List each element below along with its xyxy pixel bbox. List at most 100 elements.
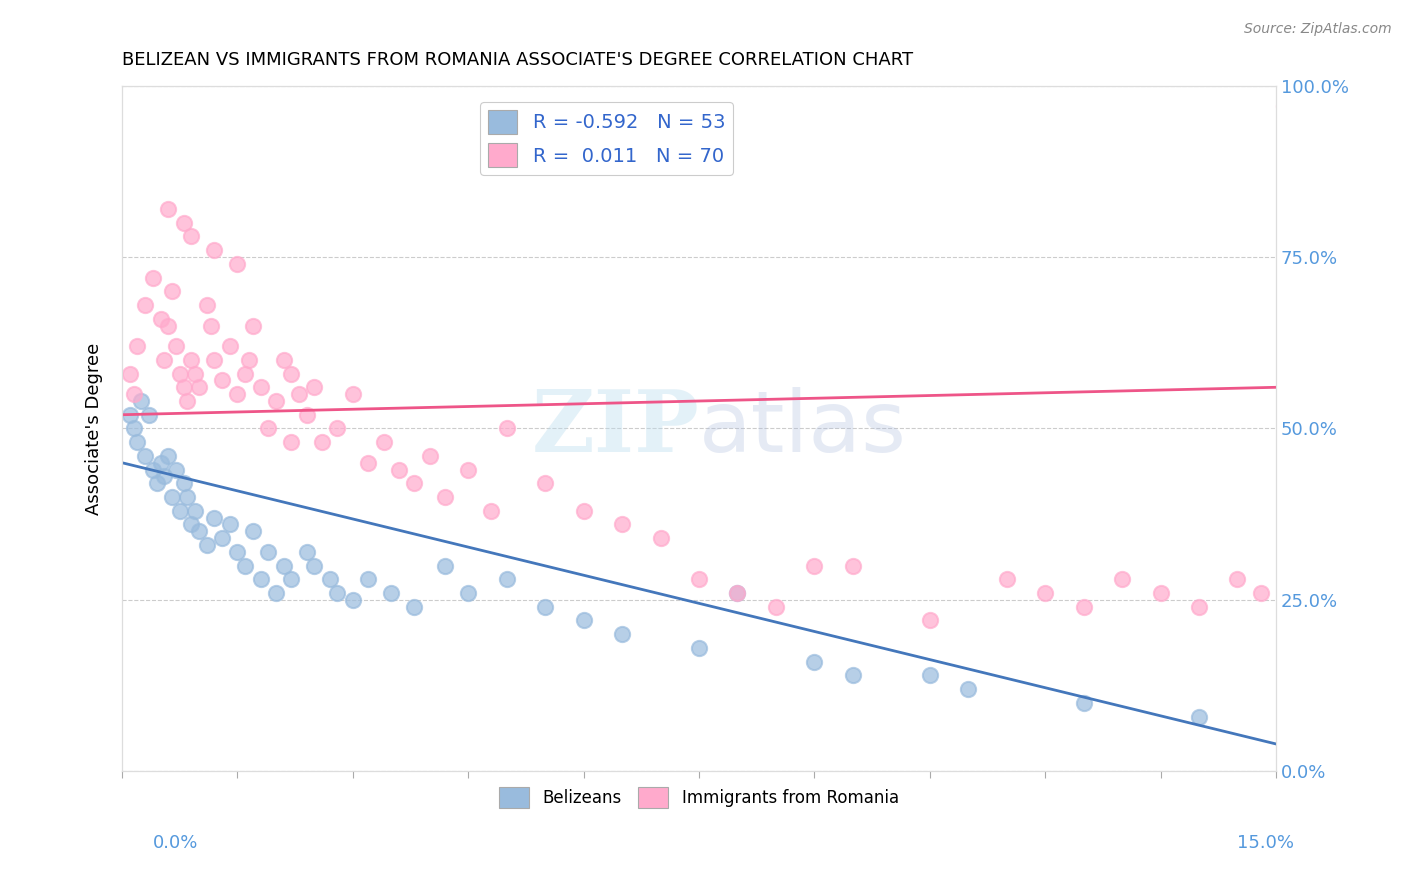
Point xyxy=(918,614,941,628)
Point xyxy=(1073,696,1095,710)
Y-axis label: Associate's Degree: Associate's Degree xyxy=(86,343,103,515)
Point xyxy=(184,367,207,381)
Point xyxy=(173,476,195,491)
Point xyxy=(257,545,280,559)
Point xyxy=(572,504,595,518)
Point xyxy=(727,586,749,600)
Point xyxy=(688,640,710,655)
Text: 15.0%: 15.0% xyxy=(1237,834,1294,852)
Point xyxy=(295,408,318,422)
Point xyxy=(202,510,225,524)
Point xyxy=(173,380,195,394)
Text: ZIP: ZIP xyxy=(531,386,699,470)
Point xyxy=(1272,99,1295,113)
Point xyxy=(342,387,364,401)
Point xyxy=(145,476,167,491)
Point xyxy=(165,339,187,353)
Point xyxy=(157,318,180,333)
Point xyxy=(129,394,152,409)
Point xyxy=(238,352,260,367)
Point xyxy=(233,367,256,381)
Point xyxy=(122,387,145,401)
Text: BELIZEAN VS IMMIGRANTS FROM ROMANIA ASSOCIATE'S DEGREE CORRELATION CHART: BELIZEAN VS IMMIGRANTS FROM ROMANIA ASSO… xyxy=(122,51,912,69)
Point xyxy=(184,504,207,518)
Point xyxy=(211,373,233,387)
Point xyxy=(202,352,225,367)
Point xyxy=(160,285,183,299)
Point xyxy=(610,517,633,532)
Point xyxy=(457,586,479,600)
Point xyxy=(434,558,457,573)
Point xyxy=(280,367,302,381)
Point xyxy=(242,524,264,539)
Point xyxy=(149,311,172,326)
Point xyxy=(249,572,271,586)
Point xyxy=(727,586,749,600)
Point xyxy=(176,394,198,409)
Point xyxy=(572,614,595,628)
Point xyxy=(160,490,183,504)
Point xyxy=(211,531,233,545)
Point xyxy=(195,538,218,552)
Point xyxy=(188,524,211,539)
Point xyxy=(650,531,672,545)
Point xyxy=(311,435,333,450)
Point xyxy=(373,435,395,450)
Point xyxy=(1111,572,1133,586)
Point xyxy=(127,339,149,353)
Point xyxy=(404,476,426,491)
Point xyxy=(534,599,557,614)
Point xyxy=(1250,586,1272,600)
Point xyxy=(169,504,191,518)
Point xyxy=(218,517,240,532)
Point xyxy=(995,572,1018,586)
Point xyxy=(200,318,222,333)
Point xyxy=(280,435,302,450)
Point xyxy=(242,318,264,333)
Point xyxy=(803,655,825,669)
Point xyxy=(419,449,441,463)
Point xyxy=(188,380,211,394)
Point xyxy=(1226,572,1249,586)
Point xyxy=(1188,709,1211,723)
Point xyxy=(326,421,349,435)
Point xyxy=(127,435,149,450)
Point xyxy=(249,380,271,394)
Point xyxy=(273,558,295,573)
Point xyxy=(434,490,457,504)
Point xyxy=(495,572,517,586)
Point xyxy=(280,572,302,586)
Point xyxy=(218,339,240,353)
Point xyxy=(180,352,202,367)
Point xyxy=(1188,599,1211,614)
Text: Source: ZipAtlas.com: Source: ZipAtlas.com xyxy=(1244,22,1392,37)
Point xyxy=(176,490,198,504)
Point xyxy=(118,408,141,422)
Point xyxy=(273,352,295,367)
Point xyxy=(479,504,502,518)
Point xyxy=(149,456,172,470)
Point xyxy=(169,367,191,381)
Point xyxy=(918,668,941,682)
Point xyxy=(319,572,342,586)
Legend: Belizeans, Immigrants from Romania: Belizeans, Immigrants from Romania xyxy=(492,780,905,814)
Point xyxy=(264,586,287,600)
Point xyxy=(304,558,326,573)
Point xyxy=(326,586,349,600)
Point xyxy=(264,394,287,409)
Point xyxy=(1033,586,1056,600)
Point xyxy=(173,216,195,230)
Point xyxy=(233,558,256,573)
Point xyxy=(304,380,326,394)
Point xyxy=(610,627,633,641)
Point xyxy=(457,462,479,476)
Point xyxy=(1149,586,1171,600)
Point xyxy=(157,449,180,463)
Point xyxy=(122,421,145,435)
Point xyxy=(803,558,825,573)
Point xyxy=(195,298,218,312)
Point xyxy=(138,408,160,422)
Point xyxy=(288,387,311,401)
Point xyxy=(765,599,787,614)
Point xyxy=(688,572,710,586)
